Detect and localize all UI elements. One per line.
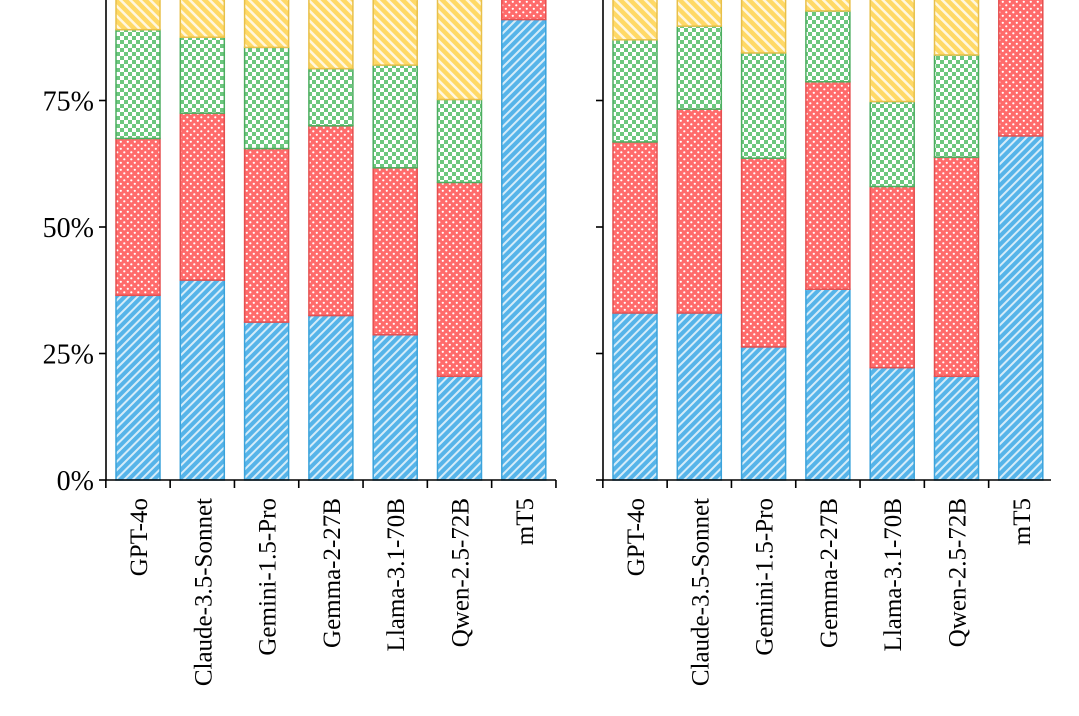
x-category-label: Qwen-2.5-72B bbox=[448, 498, 475, 647]
bar-segment-segment-4-3 bbox=[805, 0, 851, 12]
bar-segment-segment-3-2 bbox=[740, 52, 787, 159]
y-tick-label: 0% bbox=[57, 466, 94, 497]
bar-segment-segment-2-4 bbox=[372, 167, 418, 336]
bar-segment-segment-2-6 bbox=[501, 0, 547, 21]
bar-segment-segment-3-1 bbox=[676, 25, 723, 110]
x-category-label: Claude-3.5-Sonnet bbox=[687, 498, 714, 686]
bar-segment-segment-1-2 bbox=[740, 346, 787, 481]
bar-segment-segment-3-0 bbox=[115, 28, 161, 140]
bar-segment-segment-4-2 bbox=[740, 0, 787, 54]
x-category-label: Gemini-1.5-Pro bbox=[255, 498, 282, 656]
bar-segment-segment-1-0 bbox=[115, 294, 161, 481]
bar-segment-segment-2-2 bbox=[243, 147, 290, 323]
x-category-label: Gemini-1.5-Pro bbox=[752, 498, 779, 656]
bar-segment-segment-1-3 bbox=[805, 288, 851, 481]
x-category-label: Llama-3.1-70B bbox=[383, 498, 410, 651]
bar-segment-segment-1-0 bbox=[612, 312, 658, 481]
bar-segment-segment-3-3 bbox=[308, 67, 354, 127]
bar-segment-segment-2-5 bbox=[436, 181, 483, 378]
y-tick-label: 75% bbox=[43, 87, 94, 118]
bar-segment-segment-3-1 bbox=[179, 36, 226, 114]
x-category-label: Gemma-2-27B bbox=[319, 498, 346, 648]
x-category-label: Gemma-2-27B bbox=[816, 498, 843, 648]
y-tick-label: 50% bbox=[43, 213, 94, 244]
right-chart-panel: GPT-4o Claude-3.5-Sonnet Gemini-1.5-Pro Gem… bbox=[596, 0, 1051, 686]
bar-segment-segment-1-5 bbox=[933, 375, 980, 481]
y-tick-label: 25% bbox=[43, 340, 94, 371]
x-category-label: Qwen-2.5-72B bbox=[945, 498, 972, 647]
bar-segment-segment-3-4 bbox=[869, 100, 915, 188]
x-category-label: Claude-3.5-Sonnet bbox=[190, 498, 217, 686]
bar-segment-segment-1-4 bbox=[372, 334, 418, 481]
x-category-label: Llama-3.1-70B bbox=[880, 498, 907, 651]
bar-segment-segment-3-2 bbox=[243, 46, 290, 150]
bar-segment-segment-4-5 bbox=[436, 0, 483, 101]
x-category-label: GPT-4o bbox=[126, 498, 153, 576]
bar-segment-segment-1-1 bbox=[676, 312, 723, 481]
bar-segment-segment-1-6 bbox=[998, 135, 1044, 481]
bar-segment-segment-4-2 bbox=[243, 0, 290, 49]
bar-segment-segment-1-3 bbox=[308, 314, 354, 481]
bar-segment-segment-4-0 bbox=[612, 0, 658, 41]
bar-segment-segment-2-4 bbox=[869, 185, 915, 369]
bar-segment-segment-1-2 bbox=[243, 321, 290, 481]
bar-segment-segment-2-6 bbox=[998, 0, 1044, 137]
bar-segment-segment-2-0 bbox=[612, 141, 658, 314]
x-category-label: mT5 bbox=[512, 498, 539, 545]
bar-segment-segment-4-3 bbox=[308, 0, 354, 70]
bar-segment-segment-3-4 bbox=[372, 64, 418, 169]
bar-segment-segment-2-3 bbox=[308, 125, 354, 317]
bar-segment-segment-1-6 bbox=[501, 18, 547, 481]
bar-segment-segment-4-1 bbox=[179, 0, 226, 38]
left-chart-panel: 0% 25% 50% 75% GPT-4o Claude-3.5-Sonnet Gemini… bbox=[43, 0, 557, 686]
bar-segment-segment-2-0 bbox=[115, 137, 161, 297]
bar-segment-segment-1-4 bbox=[869, 366, 915, 481]
bar-segment-segment-4-4 bbox=[869, 0, 915, 103]
bar-segment-segment-3-0 bbox=[612, 39, 658, 143]
x-category-label: mT5 bbox=[1009, 498, 1036, 545]
bar-segment-segment-1-5 bbox=[436, 375, 483, 481]
bar-segment-segment-3-3 bbox=[805, 10, 851, 83]
bar-segment-segment-2-3 bbox=[805, 81, 851, 290]
bar-segment-segment-4-0 bbox=[115, 0, 161, 31]
bar-segment-segment-3-5 bbox=[933, 54, 980, 158]
bar-segment-segment-4-5 bbox=[933, 0, 980, 56]
bar-segment-segment-1-1 bbox=[179, 279, 226, 481]
bar-segment-segment-2-1 bbox=[179, 112, 226, 281]
bar-segment-segment-2-5 bbox=[933, 156, 980, 378]
x-category-label: GPT-4o bbox=[623, 498, 650, 576]
bar-segment-segment-4-4 bbox=[372, 0, 418, 66]
bar-segment-segment-4-1 bbox=[676, 0, 723, 27]
bar-segment-segment-2-1 bbox=[676, 108, 723, 314]
bar-segment-segment-3-5 bbox=[436, 98, 483, 184]
bar-segment-segment-2-2 bbox=[740, 157, 787, 348]
